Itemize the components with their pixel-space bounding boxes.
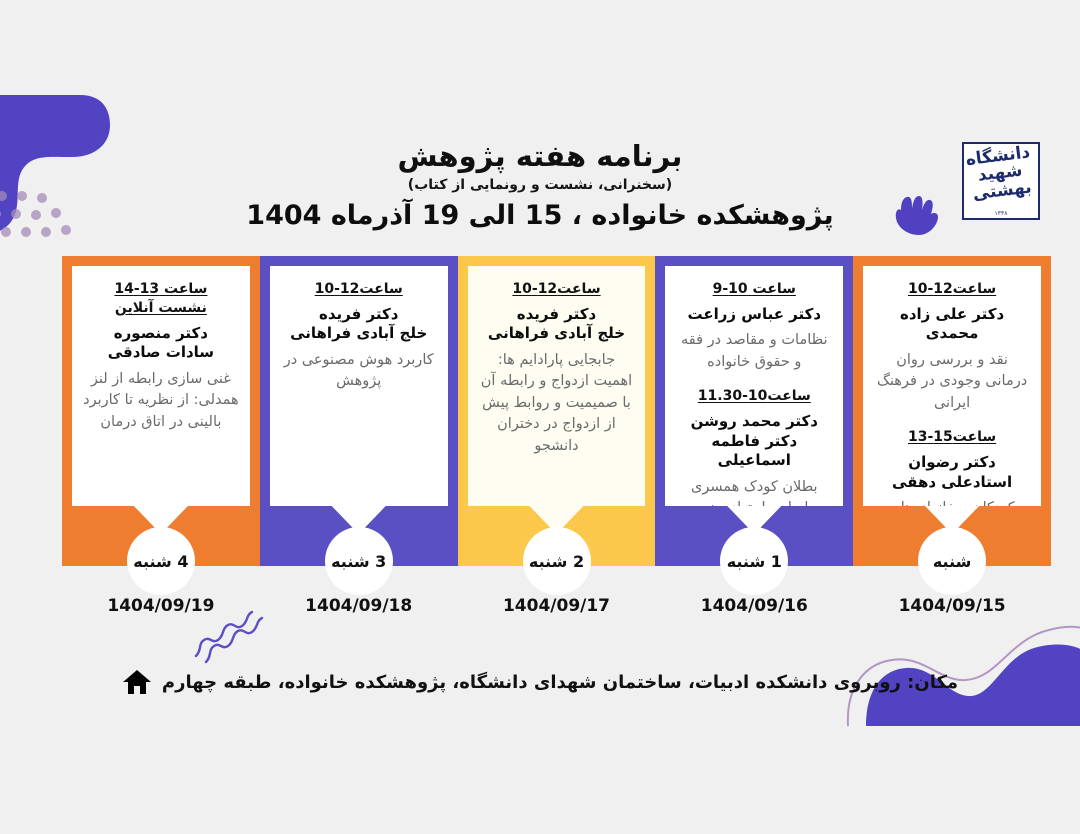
day-sunday-card: ساعت 10-9 دکتر عباس زراعت نظامات و مقاصد د…	[665, 266, 844, 506]
page-subtitle: (سخنرانی، نشست و رونمایی از کتاب)	[407, 177, 673, 194]
day-saturday-session-0-speaker: دکتر علی زاده محمدی	[899, 304, 1005, 343]
day-tuesday-column[interactable]: ساعت12-10 دکتر فریده خلج آبادی فراهانی کارب…	[259, 256, 458, 566]
day-saturday-session-0-topic: نقد و بررسی روان درمانی وجودی در فرهنگ ا…	[876, 351, 1028, 411]
day-tuesday-day-badge[interactable]: 3 شنبه	[324, 527, 393, 595]
schedule-timeline: ساعت 13-14 نشست آنلاین دکتر منصوره سادات صا…	[62, 256, 1051, 616]
day-wednesday-session-0-time-note: نشست آنلاین	[114, 299, 207, 316]
day-sunday-session-1-topic: بطلان کودک همسری براساس اجتهادی نوین	[688, 478, 820, 506]
day-monday-session-0-speaker: دکتر فریده خلج آبادی فراهانی	[487, 304, 626, 343]
day-tuesday-session-0-speaker: دکتر فریده خلج آبادی فراهانی	[290, 304, 428, 343]
day-saturday-session-0-time: ساعت12-10	[907, 281, 997, 297]
day-monday-card: ساعت12-10 دکتر فریده خلج آبادی فراهانی جابج…	[467, 266, 646, 506]
logo-year: ۱۳۳۸	[994, 210, 1008, 217]
day-saturday-session-1-speaker: دکتر رضوان استادعلی دهقی	[891, 453, 1013, 491]
day-wednesday-date-label: 1404/09/19	[107, 596, 215, 616]
day-saturday-session-1-topic: کودکان و خانواده‌های آسیب‌پذیر	[873, 498, 1031, 506]
session-separator	[675, 375, 833, 387]
page-title: برنامه هفته پژوهش	[397, 139, 683, 173]
day-tuesday-date-label: 1404/09/18	[305, 596, 413, 616]
day-sunday-session-1-time: ساعت10-11.30	[697, 388, 811, 405]
location-text: مکان: روبروی دانشکده ادبیات، ساختمان شهد…	[161, 671, 959, 693]
day-sunday-session-0-time: ساعت 10-9	[712, 281, 796, 297]
day-wednesday-day-badge[interactable]: 4 شنبه	[126, 527, 195, 595]
day-sunday-day-badge[interactable]: 1 شنبه	[720, 527, 789, 595]
day-monday-column[interactable]: ساعت12-10 دکتر فریده خلج آبادی فراهانی جابج…	[457, 256, 656, 566]
day-wednesday-column[interactable]: ساعت 13-14 نشست آنلاین دکتر منصوره سادات صا…	[62, 256, 260, 566]
logo-calligraphy: دانشگاه شهید بهشتی	[964, 144, 1038, 218]
poster-header: برنامه هفته پژوهش (سخنرانی، نشست و رونما…	[0, 139, 1080, 233]
day-tuesday-session-0-time: ساعت12-10	[314, 281, 403, 297]
day-sunday-column[interactable]: ساعت 10-9 دکتر عباس زراعت نظامات و مقاصد د…	[655, 256, 854, 566]
day-sunday-session-0-speaker: دکتر عباس زراعت	[687, 304, 822, 323]
day-tuesday-session-0-topic: کاربرد هوش مصنوعی در پژوهش	[283, 351, 434, 390]
session-separator	[873, 416, 1031, 428]
day-sunday-session-0-topic: نظامات و مقاصد در فقه و حقوق خانواده	[681, 332, 828, 370]
day-wednesday-session-0-topic: غنی سازی رابطه از لنز همدلی: از نظریه تا…	[83, 370, 239, 430]
day-saturday-date-label: 1404/09/15	[898, 596, 1006, 616]
logo-frame: دانشگاه شهید بهشتی ۱۳۳۸	[962, 142, 1040, 220]
day-saturday-card: ساعت12-10 دکتر علی زاده محمدی نقد و بررسی …	[863, 266, 1041, 506]
day-saturday-column[interactable]: ساعت12-10 دکتر علی زاده محمدی نقد و بررسی …	[853, 256, 1051, 566]
location-footer: مکان: روبروی دانشکده ادبیات، ساختمان شهد…	[0, 668, 1080, 696]
day-wednesday-card: ساعت 13-14 نشست آنلاین دکتر منصوره سادات صا…	[72, 266, 250, 506]
page-date-range: پژوهشکده خانواده ، 15 الی 19 آذرماه 1404	[246, 200, 834, 232]
day-monday-session-0-topic: جابجایی پارادایم ها: اهمیت ازدواج و رابط…	[480, 351, 633, 454]
day-sunday-session-1-speaker: دکتر محمد روشن دکتر فاطمه اسماعیلی	[690, 412, 818, 470]
day-monday-session-0-time: ساعت12-10	[512, 281, 601, 297]
day-saturday-session-1-time: ساعت15-13	[907, 429, 997, 446]
university-logo: دانشگاه شهید بهشتی ۱۳۳۸	[955, 140, 1047, 222]
day-sunday-date-label: 1404/09/16	[700, 596, 808, 616]
day-monday-day-badge[interactable]: 2 شنبه	[522, 527, 591, 595]
day-monday-date-label: 1404/09/17	[502, 596, 611, 616]
day-wednesday-session-0-speaker: دکتر منصوره سادات صادقی	[107, 323, 215, 362]
day-tuesday-card: ساعت12-10 دکتر فریده خلج آبادی فراهانی کارب…	[269, 266, 448, 506]
day-saturday-day-badge[interactable]: شنبه	[918, 527, 987, 595]
house-icon	[122, 670, 151, 694]
day-wednesday-session-0-time: ساعت 13-14 نشست آنلاین	[82, 280, 240, 318]
